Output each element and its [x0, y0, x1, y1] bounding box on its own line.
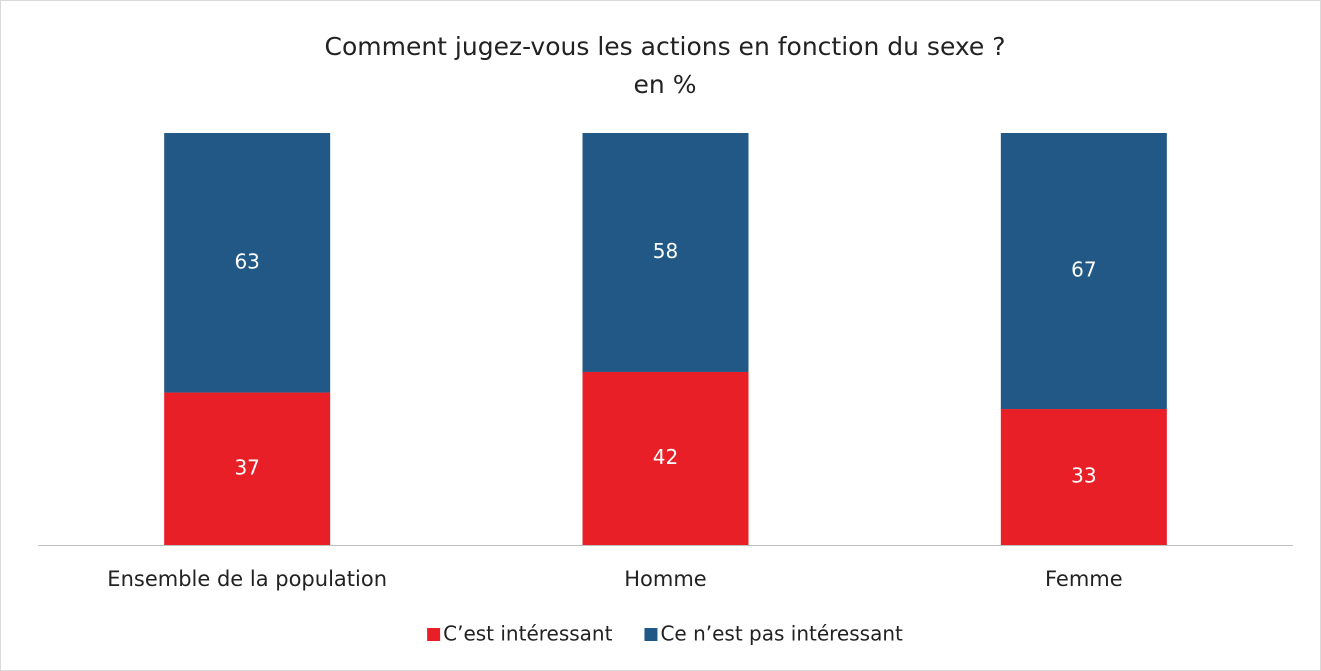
chart-subtitle: en % — [634, 70, 697, 99]
bar-segment — [1000, 133, 1167, 410]
bar-segment — [164, 133, 331, 393]
bar-segment — [1000, 409, 1167, 545]
legend-label: C’est intéressant — [443, 622, 612, 646]
legend-swatch — [427, 628, 441, 641]
x-tick-label: Femme — [1045, 567, 1123, 591]
data-label: 58 — [653, 239, 678, 263]
chart-title: Comment jugez-vous les actions en foncti… — [324, 32, 1005, 61]
x-tick-label: Ensemble de la population — [107, 567, 387, 591]
x-tick-label: Homme — [624, 567, 706, 591]
bar-segment — [582, 133, 749, 372]
data-label: 67 — [1071, 258, 1096, 282]
data-label: 42 — [653, 445, 678, 469]
legend-swatch — [644, 628, 658, 641]
data-label: 33 — [1071, 464, 1096, 488]
bar-segment — [582, 371, 749, 545]
data-label: 37 — [234, 455, 259, 479]
data-label: 63 — [234, 249, 259, 273]
bar-segment — [164, 392, 331, 545]
legend-label: Ce n’est pas intéressant — [660, 622, 903, 646]
